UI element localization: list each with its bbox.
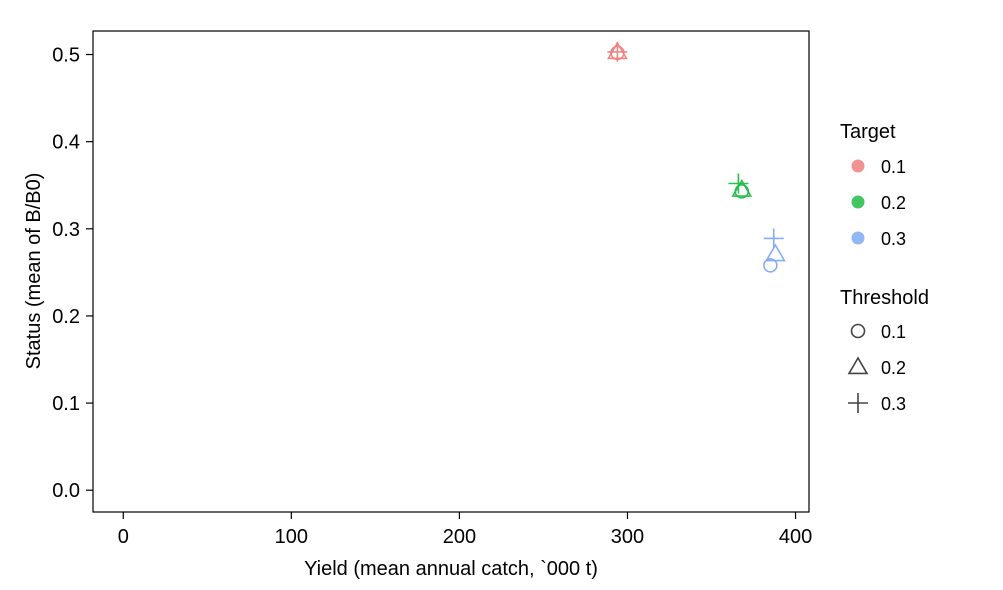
legend-threshold-label: 0.2 [881, 358, 906, 378]
y-axis: 0.0 0.1 0.2 0.3 0.4 0.5 [52, 45, 93, 502]
legend-target-key-03 [851, 231, 865, 245]
x-tick-label: 400 [779, 526, 812, 548]
x-axis-title: Yield (mean annual catch, `000 t) [304, 558, 598, 580]
point-target-02-threshold-03 [728, 173, 749, 194]
point-target-03-threshold-01 [763, 258, 778, 273]
x-tick-label: 100 [275, 526, 308, 548]
legend-threshold-label: 0.3 [881, 394, 906, 414]
legend-threshold-key-02 [847, 356, 869, 375]
x-axis: 0 100 200 300 400 [118, 512, 812, 548]
legend-target-label: 0.2 [881, 193, 906, 213]
legend-target-label: 0.1 [881, 157, 906, 177]
legend-target-key-02 [851, 195, 865, 209]
legend-target-key-01 [851, 159, 865, 173]
point-target-03-threshold-02 [764, 243, 786, 262]
x-tick-label: 300 [611, 526, 644, 548]
legend-threshold-key-03 [848, 393, 868, 413]
legend-target-title: Target [840, 121, 896, 143]
legend-target-label: 0.3 [881, 229, 906, 249]
plot-border [92, 30, 810, 513]
y-tick-label: 0.3 [52, 219, 80, 241]
y-tick-label: 0.2 [52, 306, 80, 328]
point-target-03-threshold-03 [763, 228, 784, 249]
legend-threshold: Threshold 0.1 0.2 0.3 [840, 287, 929, 414]
plot-panel [92, 30, 810, 513]
x-tick-label: 0 [118, 526, 129, 548]
legend-target: Target 0.1 0.2 0.3 [840, 121, 906, 249]
legend-threshold-title: Threshold [840, 287, 929, 309]
legend-threshold-key-01 [850, 323, 866, 339]
y-tick-label: 0.0 [52, 480, 80, 502]
point-target-02-threshold-02 [731, 178, 753, 197]
y-tick-label: 0.4 [52, 132, 80, 154]
x-tick-label: 200 [443, 526, 476, 548]
legend-threshold-label: 0.1 [881, 322, 906, 342]
y-tick-label: 0.1 [52, 393, 80, 415]
y-tick-label: 0.5 [52, 45, 80, 67]
data-points [607, 41, 786, 273]
y-axis-title: Status (mean of B/B0) [23, 173, 45, 370]
point-target-01-threshold-03 [607, 41, 628, 62]
